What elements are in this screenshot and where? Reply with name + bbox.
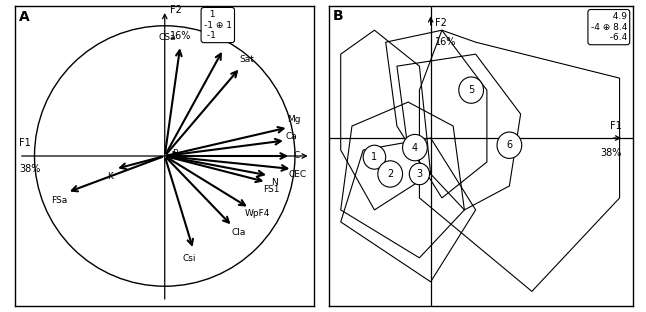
- Text: 16%: 16%: [435, 37, 457, 47]
- Text: CEC: CEC: [289, 170, 307, 179]
- Text: 1
-1 ⊕ 1
 -1: 1 -1 ⊕ 1 -1: [203, 10, 232, 40]
- Text: Csi: Csi: [183, 254, 196, 263]
- Text: 6: 6: [506, 140, 512, 150]
- Text: F2: F2: [435, 18, 447, 28]
- Text: C: C: [293, 152, 299, 160]
- Text: 3: 3: [417, 169, 422, 179]
- Circle shape: [363, 145, 386, 169]
- Text: 1: 1: [371, 152, 377, 162]
- Text: FSa: FSa: [51, 196, 67, 205]
- Text: F1: F1: [19, 138, 30, 148]
- Text: Ca: Ca: [285, 132, 297, 141]
- Text: CSa: CSa: [158, 33, 176, 42]
- Text: F1: F1: [610, 121, 622, 131]
- Circle shape: [402, 134, 427, 161]
- Text: 2: 2: [387, 169, 393, 179]
- Text: B: B: [333, 9, 344, 23]
- Text: N: N: [271, 178, 278, 187]
- Text: Sat: Sat: [239, 55, 255, 64]
- Text: 16%: 16%: [170, 31, 191, 41]
- Circle shape: [378, 161, 402, 187]
- Circle shape: [497, 132, 522, 158]
- Text: Mg: Mg: [287, 115, 300, 124]
- Text: K: K: [107, 172, 113, 181]
- Circle shape: [459, 77, 483, 103]
- Text: P: P: [172, 149, 178, 158]
- Text: A: A: [19, 10, 30, 24]
- Text: 38%: 38%: [601, 148, 622, 158]
- Text: FS1: FS1: [264, 185, 280, 194]
- Circle shape: [410, 163, 430, 185]
- Text: Na: Na: [222, 36, 234, 45]
- Text: 4.9
-4 ⊕ 8.4
  -6.4: 4.9 -4 ⊕ 8.4 -6.4: [590, 12, 627, 42]
- Text: WpF4: WpF4: [244, 209, 270, 218]
- Text: 38%: 38%: [19, 164, 40, 174]
- Text: 5: 5: [468, 85, 474, 95]
- Text: F2: F2: [170, 5, 182, 15]
- Text: Cla: Cla: [232, 228, 246, 237]
- Text: 4: 4: [412, 143, 418, 153]
